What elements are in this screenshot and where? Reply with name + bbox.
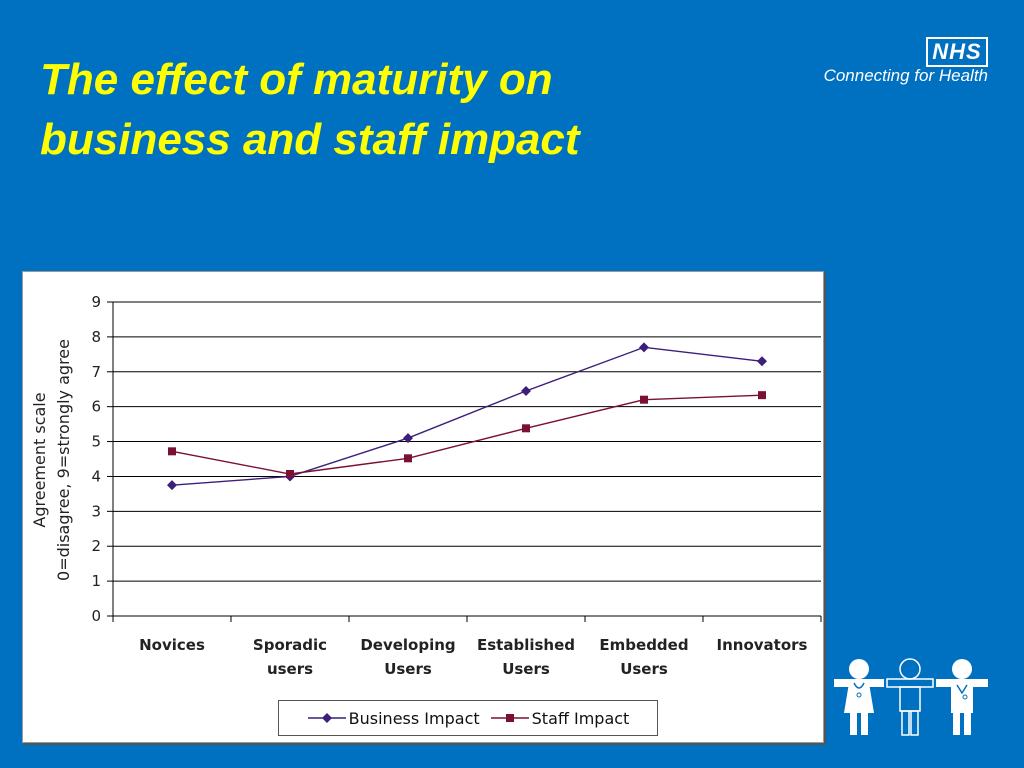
line-chart: 0 1 2 3 4 5 6 7 8 9 Novices Sporadic users Developing… [30,293,822,678]
data-point-business-impact [521,385,531,396]
y-tick-label: 4 [91,467,101,485]
x-tick-label: Established Users [477,636,575,678]
data-point-staff-impact [286,470,294,479]
slide-title-line-1: The effect of maturity on [40,55,553,104]
y-tick-label: 7 [91,363,101,381]
data-point-staff-impact [404,454,412,463]
x-tick-label: Sporadic users [253,636,327,678]
x-tick-label: Novices [139,636,205,654]
legend-swatch-staff-impact [490,714,529,722]
y-tick-label: 0 [91,607,101,625]
legend-item-staff-impact: Staff Impact [490,708,630,728]
data-point-business-impact [403,433,413,444]
y-tick-label: 9 [91,293,101,311]
nhs-connecting-for-health-logo: NHS Connecting for Health [760,35,1000,95]
slide-title: The effect of maturity on business and s… [40,50,580,170]
legend-label-staff-impact: Staff Impact [531,708,630,728]
data-point-staff-impact [522,424,530,433]
y-tick-label: 6 [91,398,101,416]
x-tick-label: Developing Users [360,636,455,678]
data-point-staff-impact [168,447,176,456]
x-tick-label: Embedded Users [599,636,688,678]
y-tick-label: 2 [91,537,101,555]
y-tick-label: 1 [91,572,101,590]
y-axis-title: Agreement scale 0=disagree, 9=strongly ag… [30,339,73,581]
legend-swatch-business-impact [307,713,346,723]
x-tick-label: Innovators [717,636,808,654]
series-line-business-impact [171,346,763,486]
people-figures-icon [834,658,988,736]
data-point-staff-impact [640,395,648,404]
chart-panel: 0 1 2 3 4 5 6 7 8 9 Novices Sporadic users Developing… [22,271,824,743]
chart-legend: Business Impact Staff Impact [278,700,658,736]
legend-item-business-impact: Business Impact [307,709,480,728]
series-line-staff-impact [171,394,763,475]
data-point-business-impact [757,356,767,367]
data-point-business-impact [639,342,649,353]
data-point-staff-impact [758,391,766,400]
y-tick-label: 3 [91,502,101,520]
nhs-logo-badge: NHS [926,37,988,67]
slide-title-line-2: business and staff impact [40,115,580,164]
y-tick-label: 8 [91,328,101,346]
legend-label-business-impact: Business Impact [348,708,480,728]
data-point-business-impact [167,480,177,491]
y-tick-label: 5 [91,433,101,451]
nhs-logo-tagline: Connecting for Health [823,66,988,85]
